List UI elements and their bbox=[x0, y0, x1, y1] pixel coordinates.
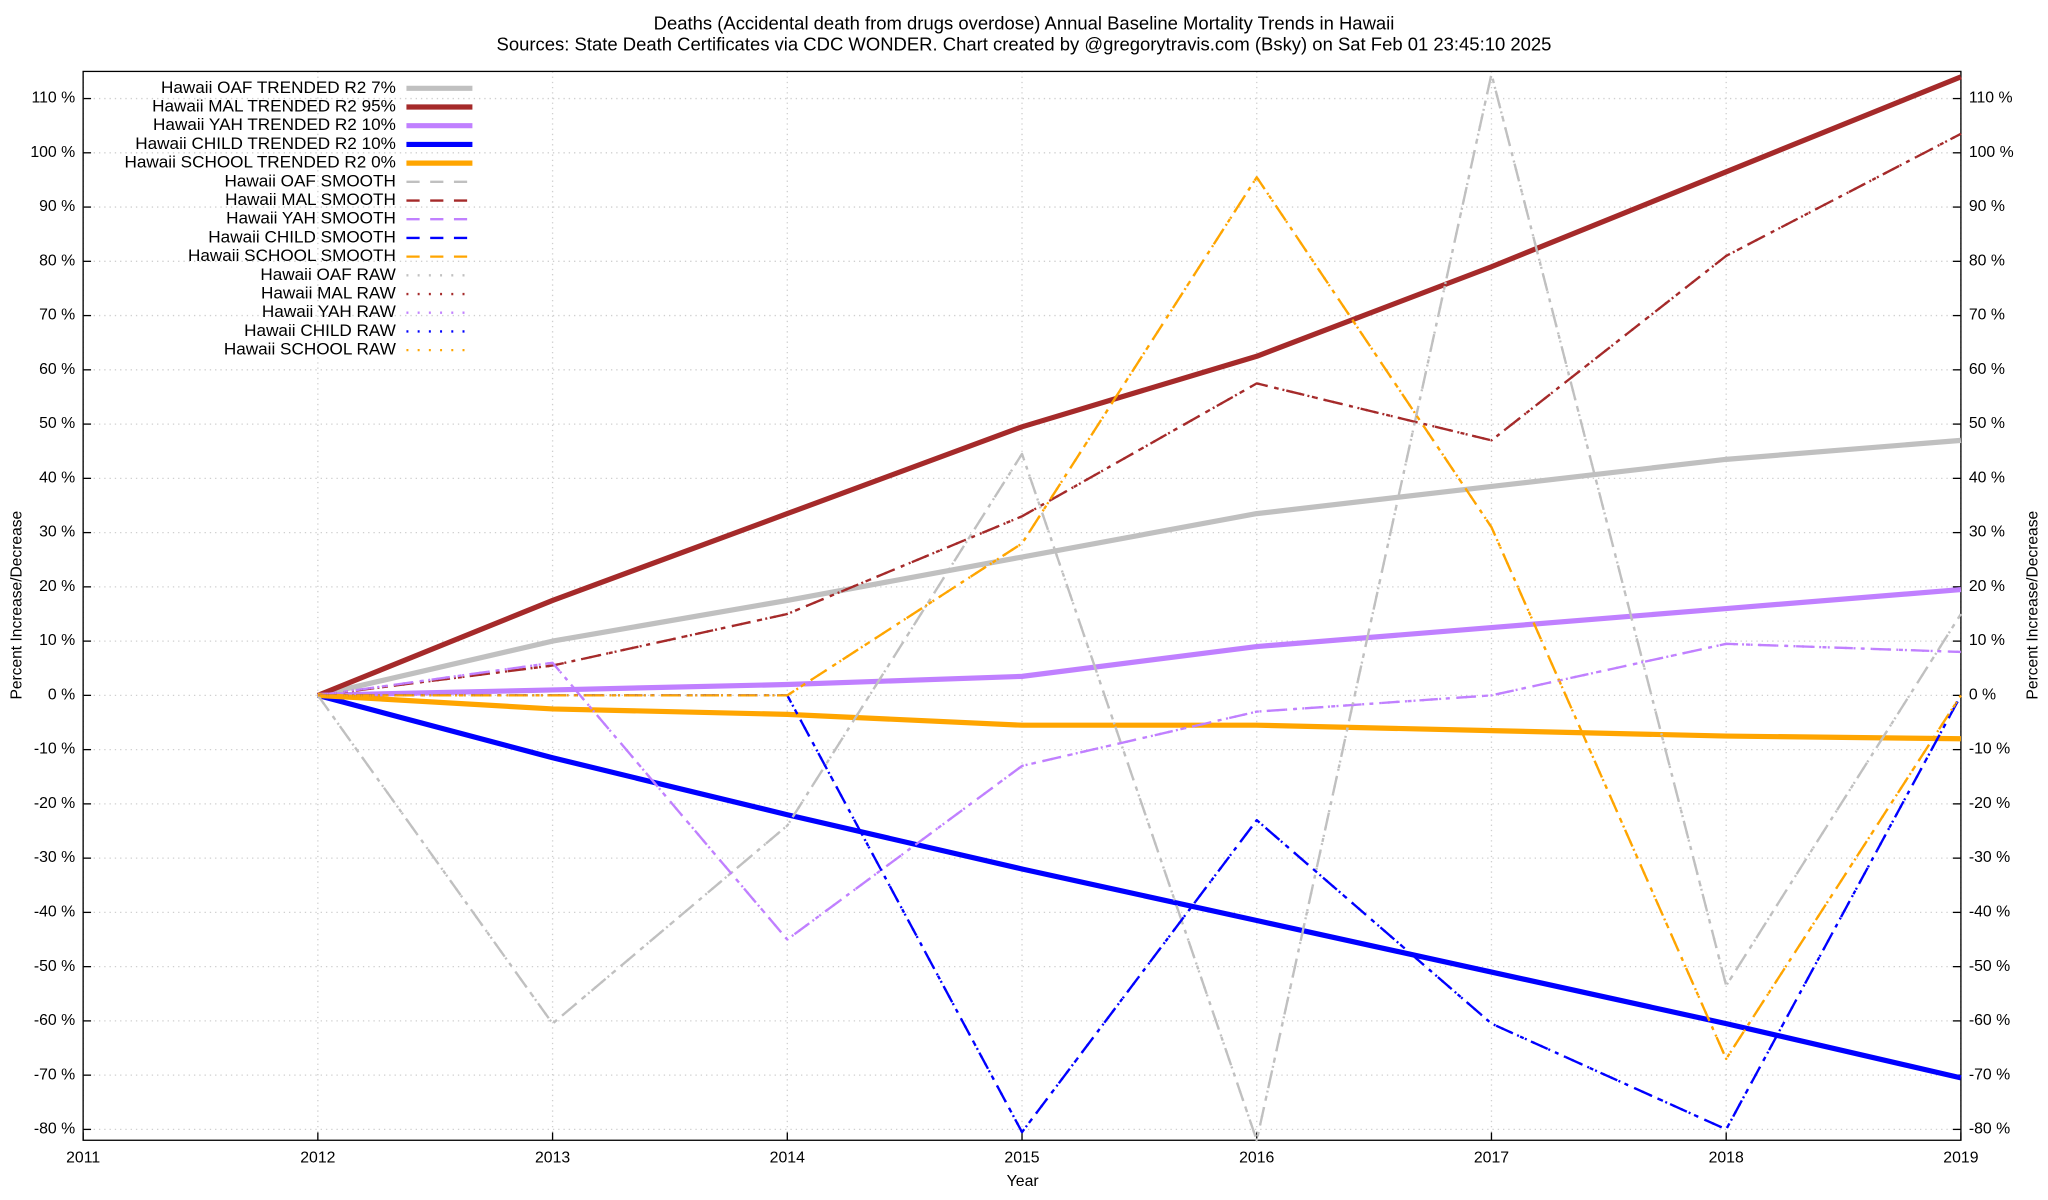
x-tick-label: 2013 bbox=[535, 1150, 570, 1167]
y-tick-label: 30 % bbox=[39, 524, 75, 541]
legend-label: Hawaii OAF RAW bbox=[260, 265, 396, 284]
x-tick-label: 2018 bbox=[1709, 1150, 1744, 1167]
y-tick-label: 70 % bbox=[39, 307, 75, 324]
legend-label: Hawaii YAH RAW bbox=[262, 302, 396, 321]
legend-label: Hawaii YAH TRENDED R2 10% bbox=[153, 115, 396, 134]
y-tick-label: -80 % bbox=[34, 1121, 75, 1138]
series-line bbox=[316, 72, 1962, 1142]
legend-label: Hawaii SCHOOL SMOOTH bbox=[188, 246, 396, 265]
series-line bbox=[317, 132, 1962, 697]
y2-tick-label: 70 % bbox=[1969, 307, 2005, 324]
legend-label: Hawaii CHILD TRENDED R2 10% bbox=[135, 134, 396, 153]
y2-tick-label: 0 % bbox=[1969, 687, 1996, 704]
y-tick-label: 20 % bbox=[39, 578, 75, 595]
y2-axis-label: Percent Increase/Decrease bbox=[2025, 511, 2042, 700]
legend-label: Hawaii YAH SMOOTH bbox=[226, 209, 396, 228]
y2-tick-label: -10 % bbox=[1969, 741, 2010, 758]
legend-label: Hawaii MAL RAW bbox=[261, 284, 396, 303]
y2-tick-label: -70 % bbox=[1969, 1066, 2010, 1083]
x-tick-label: 2011 bbox=[66, 1150, 100, 1167]
series-line bbox=[317, 692, 1962, 1081]
y2-tick-label: -40 % bbox=[1969, 904, 2010, 921]
y2-tick-label: -80 % bbox=[1969, 1121, 2010, 1138]
x-tick-label: 2019 bbox=[1943, 1150, 1978, 1167]
y-tick-label: 100 % bbox=[30, 144, 75, 161]
x-tick-label: 2014 bbox=[770, 1150, 805, 1167]
y2-tick-label: 20 % bbox=[1969, 578, 2005, 595]
legend-label: Hawaii SCHOOL RAW bbox=[224, 340, 396, 359]
y-tick-label: 10 % bbox=[39, 632, 75, 649]
x-axis-label: Year bbox=[1007, 1173, 1039, 1190]
legend-label: Hawaii SCHOOL TRENDED R2 0% bbox=[124, 153, 395, 172]
plot-frame bbox=[82, 70, 1962, 1141]
legend-label: Hawaii MAL SMOOTH bbox=[225, 190, 396, 209]
y2-tick-label: 90 % bbox=[1969, 198, 2005, 215]
series-line bbox=[317, 692, 1961, 742]
y2-tick-label: -50 % bbox=[1969, 958, 2010, 975]
y2-tick-label: 60 % bbox=[1969, 361, 2005, 378]
y-tick-label: 0 % bbox=[48, 687, 75, 704]
y2-tick-label: -20 % bbox=[1969, 795, 2010, 812]
legend-label: Hawaii MAL TRENDED R2 95% bbox=[152, 97, 396, 116]
y2-tick-label: 10 % bbox=[1969, 632, 2005, 649]
series-line bbox=[317, 176, 1962, 1061]
y2-tick-label: 110 % bbox=[1969, 90, 2013, 107]
y-tick-label: -40 % bbox=[34, 904, 75, 921]
x-tick-label: 2016 bbox=[1239, 1150, 1274, 1167]
series-line bbox=[317, 132, 1962, 697]
y-tick-label: -20 % bbox=[34, 795, 75, 812]
series-line bbox=[317, 437, 1962, 698]
y-tick-label: 40 % bbox=[39, 470, 75, 487]
series-line bbox=[316, 74, 1962, 698]
y2-tick-label: -60 % bbox=[1969, 1012, 2010, 1029]
y2-tick-label: 80 % bbox=[1969, 253, 2005, 270]
x-tick-label: 2012 bbox=[300, 1150, 335, 1167]
legend-label: Hawaii OAF TRENDED R2 7% bbox=[161, 78, 396, 97]
y-tick-label: -10 % bbox=[34, 741, 75, 758]
y-axis-label: Percent Increase/Decrease bbox=[8, 511, 25, 700]
y-tick-label: -60 % bbox=[34, 1012, 75, 1029]
y-tick-label: -70 % bbox=[34, 1066, 75, 1083]
y-tick-label: 60 % bbox=[39, 361, 75, 378]
legend-label: Hawaii CHILD RAW bbox=[244, 321, 396, 340]
y-tick-label: 80 % bbox=[39, 253, 75, 270]
legend-label: Hawaii CHILD SMOOTH bbox=[208, 228, 396, 247]
y2-tick-label: 100 % bbox=[1969, 144, 2014, 161]
x-tick-label: 2015 bbox=[1004, 1150, 1039, 1167]
legend-label: Hawaii OAF SMOOTH bbox=[224, 171, 395, 190]
y-tick-label: -50 % bbox=[34, 958, 75, 975]
y2-tick-label: 40 % bbox=[1969, 470, 2005, 487]
y-tick-label: -30 % bbox=[34, 849, 75, 866]
chart-subtitle: Sources: State Death Certificates via CD… bbox=[497, 33, 1552, 54]
y-tick-label: 110 % bbox=[31, 90, 75, 107]
y2-tick-label: -30 % bbox=[1969, 849, 2010, 866]
y-tick-label: 90 % bbox=[39, 198, 75, 215]
y2-tick-label: 50 % bbox=[1969, 415, 2005, 432]
series-line bbox=[317, 586, 1962, 698]
x-tick-label: 2017 bbox=[1474, 1150, 1509, 1167]
y-tick-label: 50 % bbox=[39, 415, 75, 432]
series-line bbox=[317, 642, 1961, 941]
y2-tick-label: 30 % bbox=[1969, 524, 2005, 541]
chart-title: Deaths (Accidental death from drugs over… bbox=[654, 13, 1395, 34]
